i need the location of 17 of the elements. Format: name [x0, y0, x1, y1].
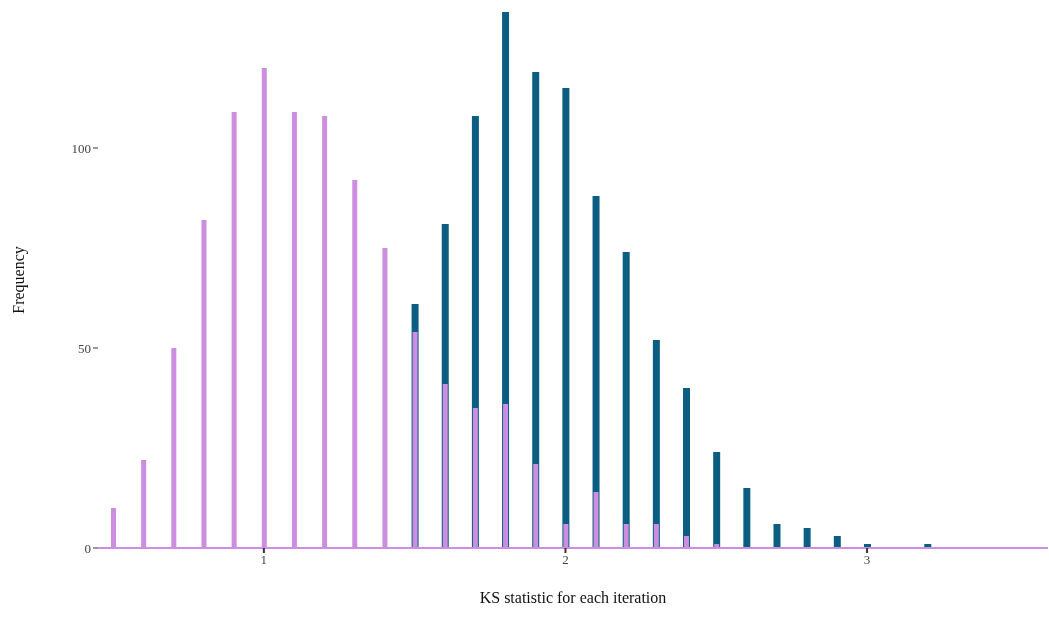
- bar: [833, 536, 841, 548]
- x-tick-label: 3: [863, 552, 871, 568]
- bar: [683, 388, 691, 548]
- bar: [773, 524, 781, 548]
- bar: [713, 452, 721, 548]
- y-axis-title: Frequency: [9, 246, 28, 314]
- bar: [803, 528, 811, 548]
- bar: [652, 340, 660, 548]
- bar: [743, 488, 751, 548]
- x-tick-label: 1: [260, 552, 268, 568]
- y-tick-label: 0: [84, 540, 91, 556]
- y-tick-label: 100: [71, 140, 91, 156]
- x-tick-label: 2: [562, 552, 569, 568]
- bar: [562, 88, 570, 548]
- y-tick-label: 50: [78, 340, 91, 356]
- bar: [622, 252, 630, 548]
- x-axis-title: KS statistic for each iteration: [479, 589, 667, 607]
